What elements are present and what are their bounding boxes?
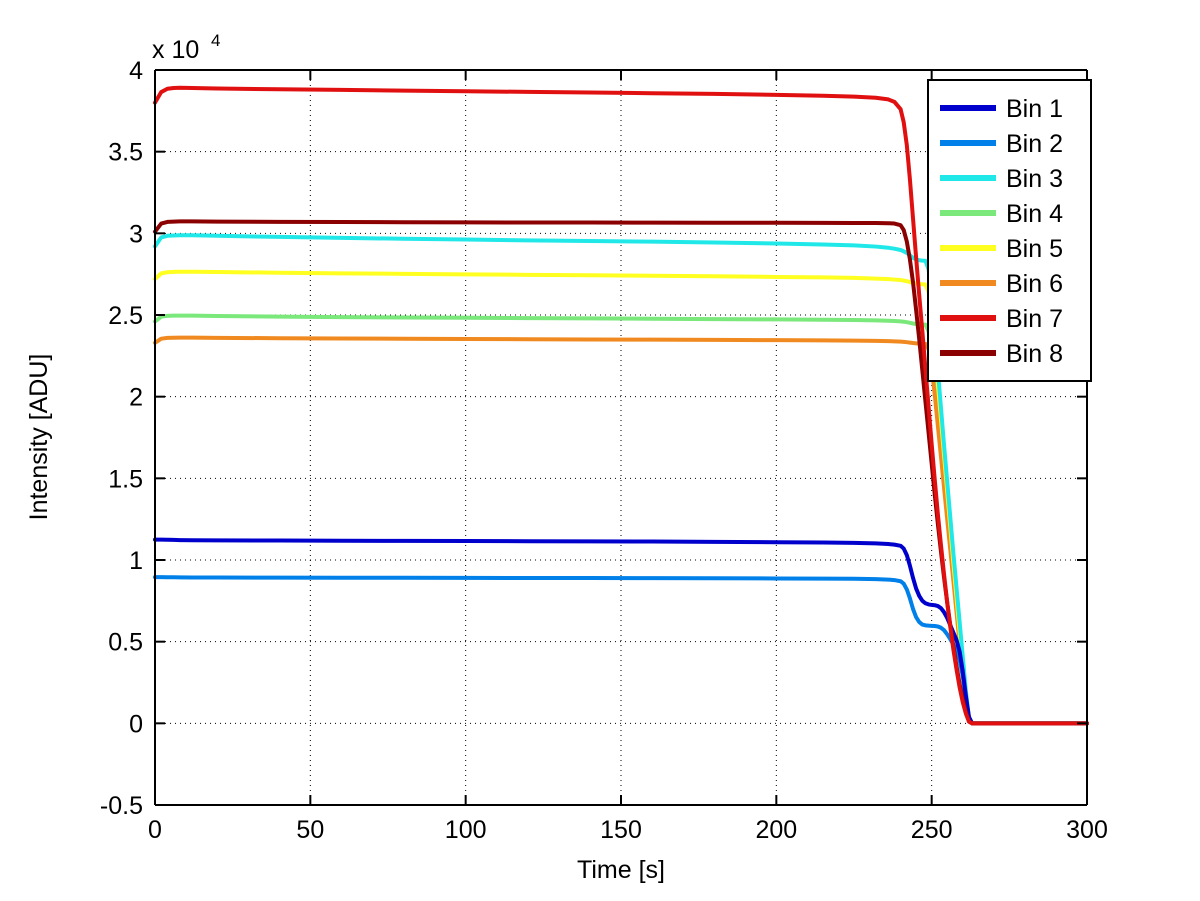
legend[interactable]: Bin 1 Bin 2 Bin 3 Bin 4 Bin 5 Bin 6 Bin 7 Bin 8 [927,79,1092,382]
y-tick-label: 1.5 [108,465,143,493]
series-line-bin-1 [153,537,1089,726]
legend-label-bin-3: Bin 3 [1006,165,1063,193]
x-tick-label: 0 [148,816,162,844]
data-series-group [153,85,1089,726]
series-line-bin-7 [153,85,1089,726]
y-exponent-superscript: 4 [211,31,220,50]
x-tick-labels: 0 50 100 150 200 250 300 [148,816,1108,844]
legend-label-bin-7: Bin 7 [1006,305,1063,333]
y-tick-label: 1 [129,547,143,575]
y-tick-label: 4 [129,57,143,85]
x-tick-label: 300 [1066,816,1108,844]
x-tick-label: 50 [296,816,324,844]
y-tick-label: 0.5 [108,629,143,657]
y-tick-label: 3.5 [108,139,143,167]
y-tick-label: 2.5 [108,302,143,330]
y-tick-label: 3 [129,220,143,248]
legend-label-bin-1: Bin 1 [1006,95,1063,123]
legend-label-bin-8: Bin 8 [1006,340,1063,368]
x-tick-label: 100 [445,816,487,844]
x-tick-label: 150 [600,816,642,844]
y-exponent-base: x 10 [152,36,199,64]
y-tick-label: 2 [129,384,143,412]
legend-label-bin-6: Bin 6 [1006,270,1063,298]
x-tick-label: 200 [755,816,797,844]
legend-label-bin-2: Bin 2 [1006,130,1063,158]
y-tick-label: -0.5 [100,792,143,820]
y-tick-label: 0 [129,710,143,738]
x-axis-label: Time [s] [577,856,665,884]
legend-label-bin-5: Bin 5 [1006,235,1063,263]
legend-label-bin-4: Bin 4 [1006,200,1063,228]
y-axis-exponent: x 10 4 [152,31,220,64]
x-tick-label: 250 [911,816,953,844]
y-tick-labels: -0.5 0 0.5 1 1.5 2 2.5 3 3.5 4 [100,57,143,820]
legend-box [927,79,1092,382]
y-axis-label: Intensity [ADU] [25,354,53,521]
